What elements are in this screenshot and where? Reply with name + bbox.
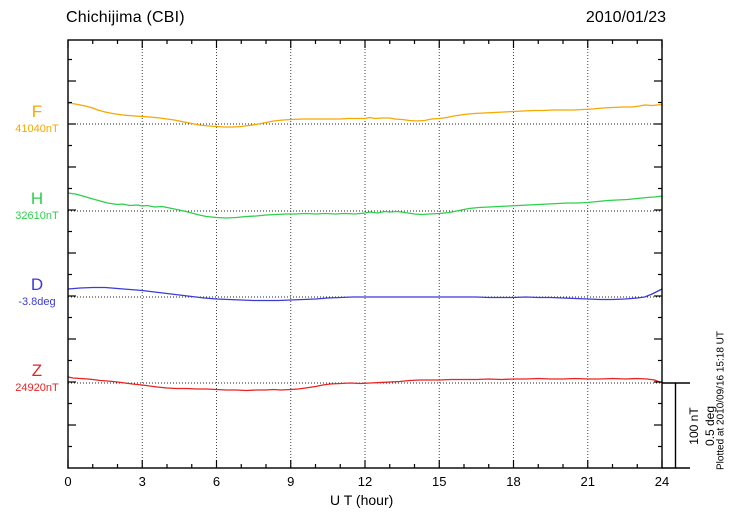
trace-z <box>67 376 663 392</box>
plotted-at-note: Plotted at 2010/09/16 15:18 UT <box>715 331 727 470</box>
page-title: Chichijima (CBI) <box>66 9 185 26</box>
series-name-h: H <box>30 189 44 208</box>
x-tick-label: 3 <box>138 474 146 489</box>
series-label-f: F 41040nT <box>6 103 68 135</box>
x-tick-label: 21 <box>580 474 595 489</box>
trace-d <box>67 286 663 302</box>
trace-f <box>67 102 663 128</box>
series-reference-f: 41040nT <box>15 123 59 135</box>
trace-h <box>67 192 663 219</box>
x-tick-label: 0 <box>64 474 72 489</box>
scale-bar-nt: 100 nT <box>687 407 701 445</box>
x-tick-label: 6 <box>212 474 221 489</box>
series-name-z: Z <box>31 361 43 380</box>
series-reference-d: -3.8deg <box>18 296 56 308</box>
series-reference-z: 24920nT <box>15 382 59 394</box>
x-axis-tick-labels: 0 3 6 9 12 15 18 21 24 <box>0 474 730 490</box>
x-tick-label: 15 <box>432 474 447 489</box>
series-name-d: D <box>30 275 44 294</box>
series-name-f: F <box>31 102 43 121</box>
x-tick-label: 24 <box>654 474 670 489</box>
date-label: 2010/01/23 <box>585 9 666 26</box>
x-tick-label: 9 <box>287 474 295 489</box>
series-label-z: Z 24920nT <box>6 362 68 394</box>
series-reference-h: 32610nT <box>15 210 59 222</box>
x-tick-label: 12 <box>357 474 373 489</box>
x-axis-label: U T (hour) <box>330 492 394 508</box>
series-label-h: H 32610nT <box>6 190 68 222</box>
x-tick-label: 18 <box>506 474 521 489</box>
series-label-d: D -3.8deg <box>6 276 68 308</box>
